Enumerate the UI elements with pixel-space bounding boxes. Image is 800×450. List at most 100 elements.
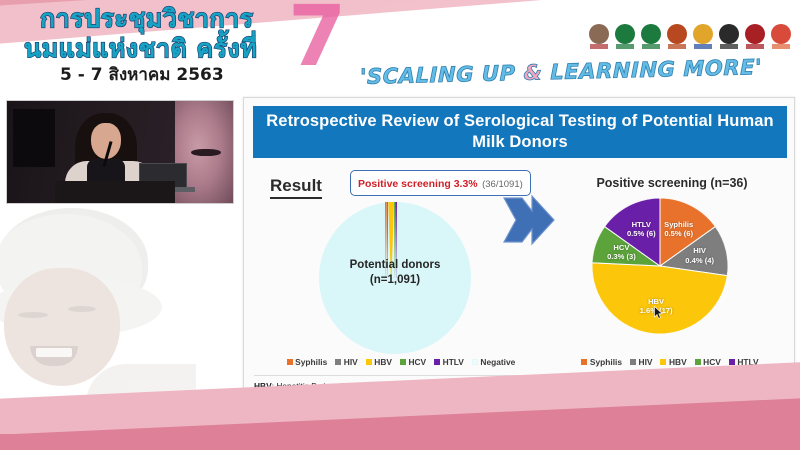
legend-swatch-icon [694, 359, 701, 365]
logo-red-seal-disc [745, 24, 765, 44]
pie-slice-hbv[interactable] [592, 262, 728, 334]
pie-slice-htlv[interactable] [603, 198, 661, 267]
logo-thaihealth-disc [771, 24, 791, 44]
logo-green-health-1 [614, 24, 636, 52]
legend-label: HBV [668, 357, 687, 367]
donors-legend-item-hcv[interactable]: HCV [399, 357, 427, 367]
logo-thaihealth [770, 24, 792, 52]
positive-legend-item-hbv[interactable]: HBV [660, 357, 687, 367]
logo-royal-crown [692, 24, 714, 52]
logo-crown-emblem [666, 24, 688, 52]
logo-crown-emblem-disc [667, 24, 687, 44]
logo-green-health-2-caption [642, 44, 660, 49]
tagline-part-1: 'SCALING UP [360, 60, 524, 90]
logo-royal-seal-caption [590, 44, 608, 49]
logo-royal-crown-disc [693, 24, 713, 44]
logo-thaihealth-caption [772, 44, 790, 49]
positive-legend-item-hcv[interactable]: HCV [694, 357, 721, 367]
legend-label: HBV [374, 357, 392, 367]
callout-highlight: Positive screening 3.3% [358, 178, 478, 190]
logo-black-seal-disc [719, 24, 739, 44]
legend-swatch-icon [335, 359, 342, 365]
legend-swatch-icon [434, 359, 441, 365]
potential-donors-pie[interactable] [319, 202, 471, 354]
logo-black-seal [718, 24, 740, 52]
conference-thai-title: การประชุมวิชาการ นมแม่แห่งชาติ ครั้งที่ … [22, 3, 542, 86]
legend-swatch-icon [630, 359, 637, 365]
positive-screening-pie-title: Positive screening (n=36) [596, 176, 748, 190]
podium [55, 181, 175, 203]
logo-green-health-1-disc [615, 24, 635, 44]
blue-chevron-arrow-icon [502, 194, 555, 246]
video-dark-panel [13, 109, 55, 167]
tagline-ampersand: & [523, 60, 543, 85]
positive-legend-item-htlv[interactable]: HTLV [728, 357, 759, 367]
legend-label: HTLV [737, 357, 759, 367]
positive-screening-legend: Syphilis HIV HBV HCV HTLV [554, 357, 786, 367]
thai-title-line-1: การประชุมวิชาการ [39, 3, 254, 33]
logo-royal-seal-disc [589, 24, 609, 44]
potential-donors-center-label: Potential donors (n=1,091) [319, 258, 471, 288]
result-heading: Result [270, 176, 322, 199]
positive-screening-pie[interactable] [592, 198, 728, 334]
legend-swatch-icon [365, 359, 372, 365]
logo-green-health-1-caption [616, 44, 634, 49]
logo-green-health-2 [640, 24, 662, 52]
logo-red-seal-caption [746, 44, 764, 49]
video-overlay-eye [191, 149, 221, 156]
baby-mouth [30, 346, 78, 366]
sliver-syphilis [385, 202, 387, 278]
legend-swatch-icon [728, 359, 735, 365]
donors-legend-item-negative[interactable]: Negative [471, 357, 516, 367]
sponsor-logo-row [588, 24, 792, 52]
donors-legend-item-htlv[interactable]: HTLV [434, 357, 464, 367]
potential-donors-positive-sliver [384, 202, 398, 278]
potential-donors-legend: Syphilis HIV HBV HCV HTLV Negative [266, 357, 536, 367]
baby-watermark-image [0, 206, 210, 424]
baby-hat-brim [0, 278, 162, 336]
mouse-cursor-icon [654, 306, 663, 319]
thai-title-line-2: นมแม่แห่งชาติ ครั้งที่ [23, 33, 258, 63]
logo-red-seal [744, 24, 766, 52]
legend-label: Negative [480, 357, 516, 367]
legend-label: HCV [408, 357, 427, 367]
logo-royal-crown-caption [694, 44, 712, 49]
donors-legend-item-hbv[interactable]: HBV [365, 357, 392, 367]
baby-teeth [36, 348, 72, 357]
potential-donors-title: Potential donors [349, 259, 441, 271]
baby-eye-left [18, 312, 48, 318]
legend-swatch-icon [581, 359, 588, 365]
positive-screening-callout: Positive screening 3.3% (36/1091) [350, 170, 531, 196]
legend-label: HIV [343, 357, 358, 367]
baby-hat [0, 208, 148, 316]
legend-label: Syphilis [295, 357, 328, 367]
donors-legend-item-hiv[interactable]: HIV [335, 357, 358, 367]
positive-legend-item-hiv[interactable]: HIV [630, 357, 652, 367]
legend-label: Syphilis [589, 357, 623, 367]
footer-strip [0, 434, 800, 450]
legend-label: HCV [703, 357, 721, 367]
legend-swatch-icon [660, 359, 667, 365]
sliver-hiv [386, 202, 389, 278]
legend-label: HIV [638, 357, 653, 367]
slide-title: Retrospective Review of Serological Test… [253, 106, 787, 158]
presentation-slide[interactable]: Retrospective Review of Serological Test… [243, 97, 795, 402]
logo-green-health-2-disc [641, 24, 661, 44]
sliver-hcv [394, 202, 396, 278]
baby-face [4, 268, 120, 386]
sliver-hbv [388, 202, 395, 278]
conference-banner: 7 การประชุมวิชาการ นมแม่แห่งชาติ ครั้งที… [0, 0, 800, 95]
logo-royal-seal [588, 24, 610, 52]
legend-swatch-icon [399, 359, 406, 365]
edition-number: 7 [288, 0, 347, 85]
baby-eye-right [68, 306, 96, 312]
speaker-video-panel[interactable] [6, 100, 234, 204]
donors-legend-item-syphilis[interactable]: Syphilis [286, 357, 328, 367]
potential-donors-n: (n=1,091) [369, 274, 421, 286]
pie-slice-syphilis[interactable] [659, 198, 717, 267]
positive-legend-item-syphilis[interactable]: Syphilis [581, 357, 622, 367]
logo-crown-emblem-caption [668, 44, 686, 49]
logo-black-seal-caption [720, 44, 738, 49]
conference-date: 5 - 7 สิงหาคม 2563 [60, 65, 224, 85]
